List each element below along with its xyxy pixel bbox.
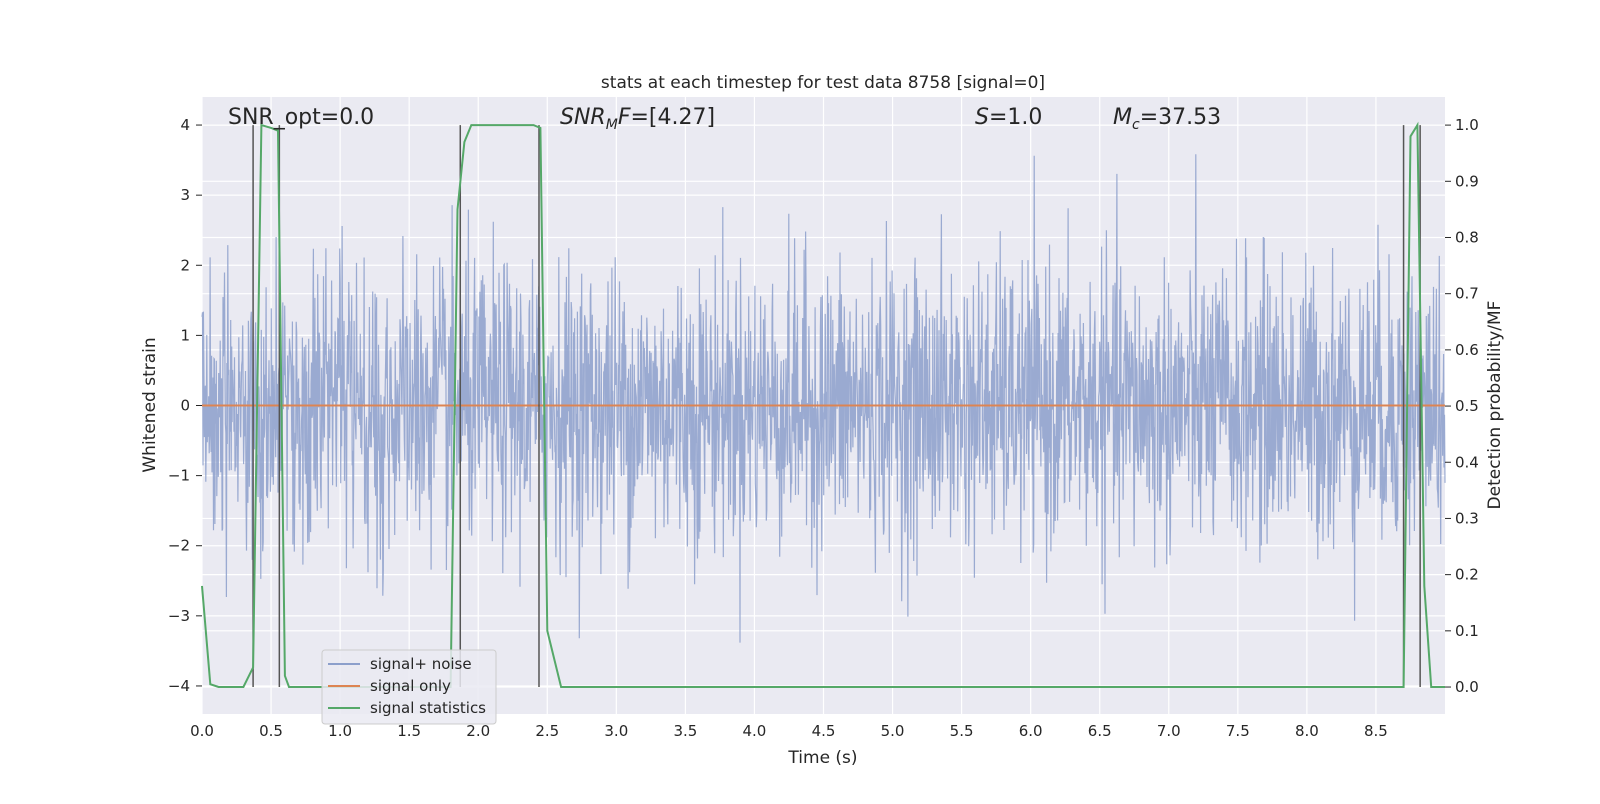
signal-noise-series [201, 154, 1446, 643]
y-axis-label-left: Whitened strain [140, 337, 160, 472]
annotation-snr-opt: SNR_opt=0.0 [228, 105, 374, 130]
y-left-tick-label: −2 [168, 537, 190, 555]
legend-box [321, 649, 497, 725]
y-right-tick-label: 0.3 [1455, 509, 1479, 527]
legend-label-signal-only: signal only [370, 677, 451, 695]
y-right-tick-label: 1.0 [1455, 116, 1479, 134]
x-tick-label: 8.5 [1364, 722, 1388, 740]
annotation-s: S=1.0 [975, 105, 1042, 130]
x-tick-label: 2.0 [466, 722, 490, 740]
x-tick-label: 3.5 [673, 722, 697, 740]
y-right-tick-label: 0.1 [1455, 622, 1479, 640]
y-left-tick-label: 0 [180, 397, 190, 415]
annotation-mc-value: 37.53 [1158, 105, 1221, 130]
x-tick-label: 1.5 [397, 722, 421, 740]
axes-layer: 0.0 0.5 1.0 1.5 2.0 2.5 3.0 3.5 4.0 4.5 5.0 5.5 6.0 6… [168, 116, 1479, 740]
y-right-tick-label: 0.2 [1455, 566, 1479, 584]
y-right-tick-label: 0.9 [1455, 172, 1479, 190]
y-axis-label-right: Detection probability/MF [1485, 301, 1505, 510]
y-left-tick-label: −4 [168, 677, 190, 695]
signal-noise-line [201, 154, 1446, 643]
x-tick-label: 8.0 [1295, 722, 1319, 740]
signal-statistics-line [201, 121, 1445, 688]
x-tick-label: 7.5 [1226, 722, 1250, 740]
x-tick-label: 4.0 [743, 722, 767, 740]
y-right-tick-label: 0.8 [1455, 228, 1479, 246]
y-right-tick-label: 0.5 [1455, 397, 1479, 415]
x-tick-label: 6.5 [1088, 722, 1112, 740]
x-tick-label: 6.0 [1019, 722, 1043, 740]
x-tick-label: 0.0 [190, 722, 214, 740]
y-right-tick-label: 0.0 [1455, 678, 1479, 696]
x-axis-label: Time (s) [787, 748, 857, 768]
y-left-tick-label: 1 [180, 326, 190, 344]
y-right-tick-label: 0.7 [1455, 285, 1479, 303]
legend-label-signal-noise: signal+ noise [370, 655, 472, 673]
x-tick-label: 2.5 [535, 722, 559, 740]
x-tick-label: 4.5 [812, 722, 836, 740]
legend-label-signal-statistics: signal statistics [370, 699, 486, 717]
x-tick-label: 0.5 [259, 722, 283, 740]
y-left-tick-label: −1 [168, 467, 190, 485]
x-tick-label: 1.0 [328, 722, 352, 740]
y-right-tick-label: 0.4 [1455, 453, 1479, 471]
y-left-tick-label: 2 [180, 256, 190, 274]
annotation-snr-mf: SNRMF=[4.27] [560, 105, 715, 133]
x-tick-label: 5.0 [881, 722, 905, 740]
x-tick-label: 7.0 [1157, 722, 1181, 740]
x-tick-label: 5.5 [950, 722, 974, 740]
y-right-tick-label: 0.6 [1455, 341, 1479, 359]
annotation-mc: Mc=37.53 [1113, 105, 1221, 133]
chart-title: stats at each timestep for test data 875… [601, 73, 1045, 93]
annotation-s-value: 1.0 [1007, 105, 1042, 130]
y-left-tick-label: 3 [180, 186, 190, 204]
x-tick-label: 3.0 [604, 722, 628, 740]
legend: signal+ noise signal only signal statist… [321, 649, 497, 725]
vertical-markers [252, 125, 1421, 688]
y-left-tick-label: −3 [168, 607, 190, 625]
signal-statistics-series [201, 121, 1445, 688]
annotation-snr-mf-value: [4.27] [649, 105, 715, 130]
y-left-tick-label: 4 [180, 116, 190, 134]
